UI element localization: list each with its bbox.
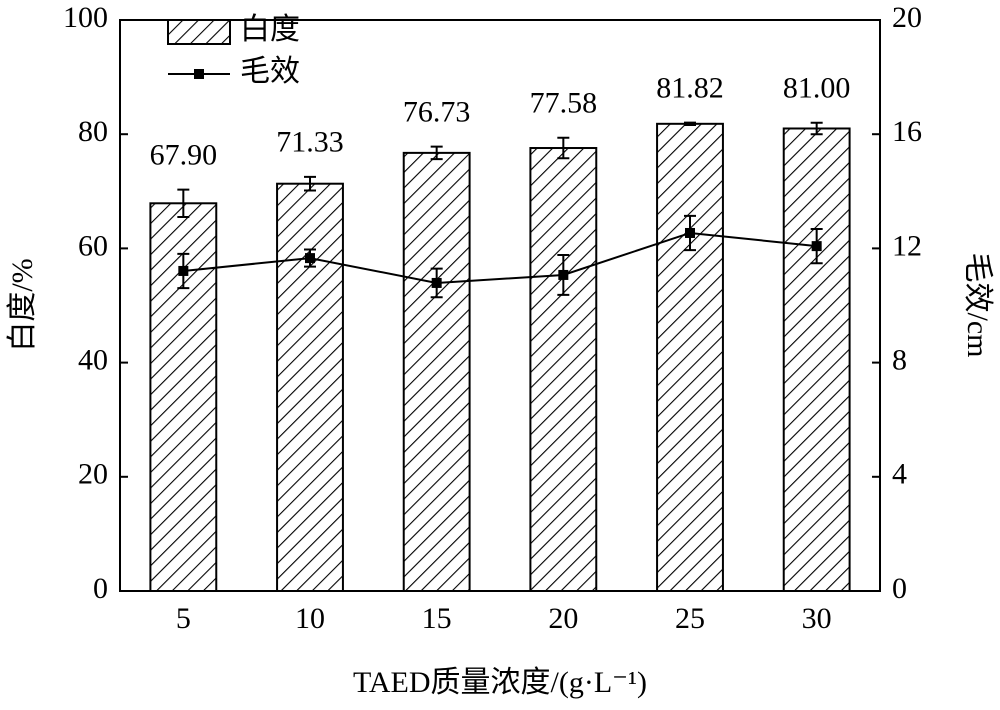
legend-label: 毛效: [240, 55, 300, 88]
error-bar: [304, 175, 316, 192]
value-label: 81.00: [783, 72, 851, 105]
y-tick-label: 0: [93, 572, 108, 605]
plot-frame: [119, 19, 881, 592]
x-tick-label: 5: [176, 602, 191, 635]
y2-tick-label: 8: [892, 343, 907, 376]
error-bar: [177, 188, 190, 218]
y2-tick-label: 4: [892, 458, 907, 491]
legend-label: 白度: [240, 13, 300, 46]
x-tick-label: 10: [295, 602, 325, 635]
x-tick-label: 25: [675, 602, 705, 635]
bar: [402, 151, 471, 592]
error-bar: [557, 136, 570, 160]
y-tick-label: 60: [78, 229, 108, 262]
error-bar: [430, 145, 443, 161]
y-tick-label: 100: [63, 1, 108, 34]
bar: [782, 127, 851, 593]
point: [558, 269, 569, 280]
legend-point: [194, 69, 204, 79]
legend-swatch: [167, 19, 231, 45]
bar: [656, 122, 724, 592]
x-tick-label: 15: [422, 602, 452, 635]
y-tick-label: 20: [78, 458, 108, 491]
y-tick-label: 80: [78, 115, 108, 148]
value-label: 76.73: [403, 95, 471, 128]
point: [431, 277, 442, 288]
x-axis-title: TAED质量浓度/(g·L⁻¹): [353, 666, 647, 699]
x-tick-label: 20: [548, 602, 578, 635]
y-axis-title: 白度/%: [6, 258, 39, 351]
error-bar: [684, 121, 696, 126]
value-label: 71.33: [276, 126, 344, 159]
y2-tick-label: 20: [892, 1, 922, 34]
bar: [529, 147, 598, 593]
y-tick-label: 40: [78, 343, 108, 376]
value-label: 81.82: [656, 72, 724, 105]
x-tick-label: 30: [802, 602, 832, 635]
line: [183, 231, 817, 284]
point: [178, 265, 189, 276]
y2-tick-label: 12: [892, 229, 922, 262]
point: [305, 253, 315, 264]
y2-axis-title: 毛效/cm: [961, 253, 994, 358]
error-bar: [810, 121, 823, 136]
bar: [276, 182, 344, 593]
value-label: 67.90: [150, 138, 218, 171]
point: [811, 241, 822, 252]
y2-tick-label: 0: [892, 572, 907, 605]
y2-tick-label: 16: [892, 115, 922, 148]
value-label: 77.58: [530, 87, 598, 120]
point: [685, 227, 695, 238]
